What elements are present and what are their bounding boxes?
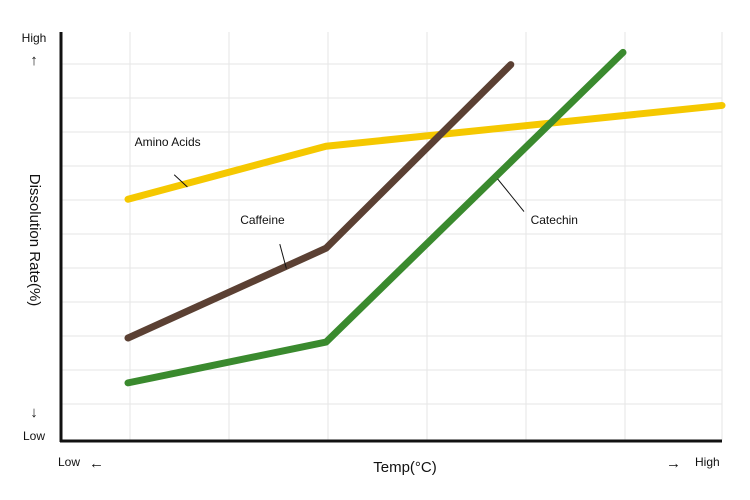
- y-up-arrow: ↑: [30, 52, 38, 69]
- y-down-arrow: ↓: [30, 404, 38, 421]
- y-axis-title: Dissolution Rate(%): [26, 174, 43, 307]
- y-low-label: Low: [23, 429, 45, 443]
- x-left-arrow: ←: [89, 455, 104, 472]
- y-high-label: High: [22, 31, 47, 45]
- x-high-label: High: [695, 455, 720, 469]
- leader-line-caffeine: [279, 244, 287, 269]
- leader-line-amino-acids: [173, 174, 188, 188]
- series-label-catechin: Catechin: [531, 213, 578, 227]
- label-leader-lines: [173, 174, 525, 269]
- series-lines: [124, 48, 726, 387]
- leader-line-catechin: [497, 178, 525, 212]
- series-label-amino-acids: Amino Acids: [135, 135, 201, 149]
- series-line-amino-acids: [124, 101, 726, 203]
- series-line-catechin: [124, 48, 627, 387]
- series-label-caffeine: Caffeine: [240, 213, 285, 227]
- x-axis-title: Temp(°C): [373, 459, 437, 476]
- series-labels: Amino Acids Caffeine Catechin: [135, 135, 578, 227]
- series-line-caffeine: [124, 61, 515, 342]
- x-right-arrow: →: [666, 455, 681, 472]
- grid: [62, 32, 723, 440]
- x-low-label: Low: [58, 455, 80, 469]
